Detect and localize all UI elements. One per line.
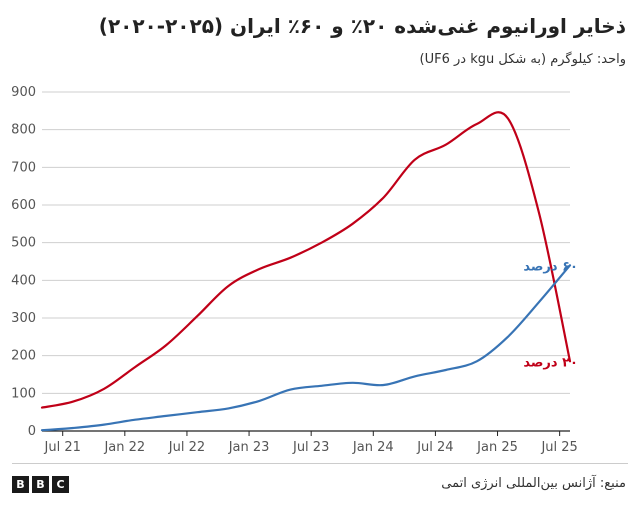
- logo-letter: C: [52, 476, 69, 493]
- y-tick-label: 0: [28, 424, 36, 439]
- series-label-20-percent: ۲۰ درصد: [523, 355, 578, 370]
- source-note: منبع: آژانس بین‌المللی انرژی اتمی: [441, 476, 626, 491]
- y-tick-label: 500: [11, 236, 36, 251]
- y-tick-label: 200: [11, 349, 36, 364]
- y-axis-ticks: 0 100 200 300 400 500 600 700 800 900: [11, 85, 36, 439]
- x-tick-label: Jul 23: [292, 440, 329, 455]
- y-tick-label: 300: [11, 311, 36, 326]
- chart-title: ذخایر اورانیوم غنی‌شده ۲۰٪ و ۶۰٪ ایران (…: [98, 14, 626, 38]
- x-tick-label: Jan 22: [103, 440, 145, 455]
- x-tick-label: Jan 23: [228, 440, 270, 455]
- series-labels: ۲۰ درصد ۶۰ درصد: [523, 259, 578, 370]
- y-tick-label: 400: [11, 273, 36, 288]
- x-tick-label: Jul 21: [44, 440, 81, 455]
- series-line-20-percent: [40, 111, 572, 409]
- gridlines: [42, 91, 570, 432]
- y-tick-label: 800: [11, 123, 36, 138]
- x-tick-label: Jan 24: [352, 440, 394, 455]
- bbc-logo: B B C: [12, 476, 69, 493]
- series-lines: [40, 111, 572, 432]
- y-tick-label: 700: [11, 160, 36, 175]
- x-tick-label: Jul 24: [416, 440, 453, 455]
- chart-subtitle: واحد: کیلوگرم (به شکل kgu در UF6): [419, 52, 627, 67]
- logo-letter: B: [32, 476, 49, 493]
- y-tick-label: 100: [11, 386, 36, 401]
- y-tick-label: 900: [11, 85, 36, 100]
- x-axis-ticks: Jul 21 Jan 22 Jul 22 Jan 23 Jul 23 Jan 24 Jul …: [44, 431, 578, 455]
- line-chart: 0 100 200 300 400 500 600 700 800 900 Jul 21 Jan 2…: [11, 85, 578, 455]
- series-label-60-percent: ۶۰ درصد: [523, 259, 578, 274]
- y-tick-label: 600: [11, 198, 36, 213]
- logo-letter: B: [12, 476, 29, 493]
- x-tick-label: Jul 25: [540, 440, 577, 455]
- series-line-60-percent: [40, 264, 572, 432]
- x-tick-label: Jul 22: [168, 440, 205, 455]
- footer-divider: [12, 463, 628, 464]
- x-tick-label: Jan 25: [476, 440, 518, 455]
